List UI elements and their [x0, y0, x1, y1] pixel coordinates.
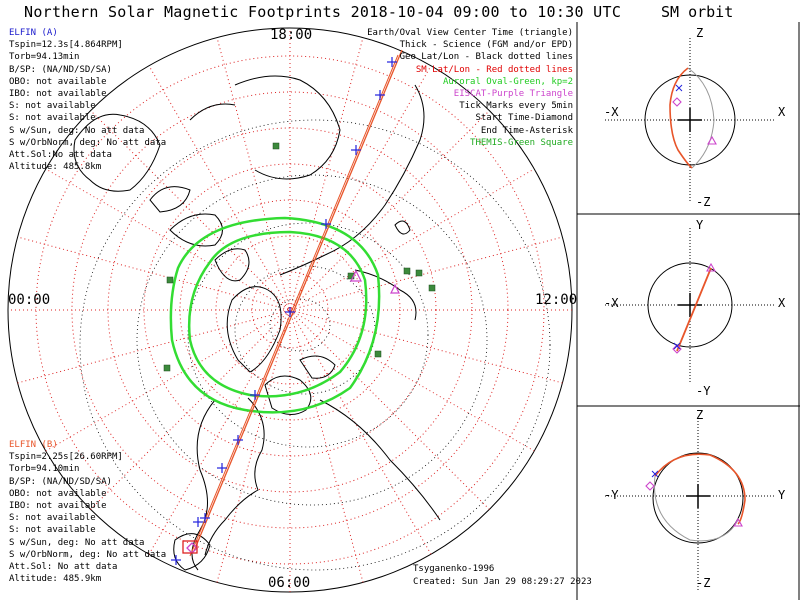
elfin-a-info: ELFIN (A) Tspin=12.3s[4.864RPM] Torb=94.1…: [9, 27, 166, 173]
orbit-tick: [321, 219, 331, 229]
elfin-a-name: ELFIN (A): [9, 28, 58, 38]
elfin-b-info-line: Torb=94.10min: [9, 464, 80, 475]
elfin-b-name: ELFIN (B): [9, 440, 58, 450]
elfin-a-info-line: S w/OrbNorm, deg: No att data: [9, 137, 167, 148]
orbit-tick-marks: [171, 57, 397, 565]
orbit-tick: [375, 90, 385, 100]
map-legend: Earth/Oval View Center Time (triangle) Th…: [367, 27, 573, 149]
elfin-b-info-line: S w/Sun, deg: No att data: [9, 537, 145, 548]
elfin-b-info-line: Att.Sol: No att data: [9, 562, 118, 573]
sm-orbit-panel-3: [605, 418, 775, 590]
elfin-b-info-line: Altitude: 485.9km: [9, 574, 102, 585]
sm-orbit-title: SM orbit: [661, 3, 734, 21]
elfin-orbit-tracks: [189, 49, 403, 557]
elfin-a-info-line: B/SP: (NA/ND/SD/SA): [9, 64, 112, 75]
elfin-a-info-line: Att.Sol:No att data: [9, 150, 112, 161]
elfin-b-info-line: S w/OrbNorm, deg: No att data: [9, 549, 167, 560]
elfin-b-info-line: OBO: not available: [9, 488, 107, 499]
elfin-b-info-line: B/SP: (NA/ND/SD/SA): [9, 476, 112, 487]
elfin-a-info-line: OBO: not available: [9, 76, 107, 87]
elfin-b-info: ELFIN (B) Tspin=2.25s[26.60RPM] Torb=94.1…: [9, 439, 166, 585]
elfin-a-info-line: S w/Sun, deg: No att data: [9, 125, 145, 136]
legend-item: Tick Marks every 5min: [459, 101, 573, 112]
elfin-a-info-line: IBO: not available: [9, 89, 107, 100]
elfin-a-info-line: S: not available: [9, 101, 96, 112]
legend-item: SM Lat/Lon - Red dotted lines: [415, 64, 573, 75]
sm2-right: X: [778, 296, 786, 310]
sm3-up: Z: [696, 408, 704, 422]
legend-item: End Time-Asterisk: [480, 125, 573, 136]
elfin-a-info-line: S: not available: [9, 113, 96, 124]
sm2-up: Y: [696, 218, 704, 232]
sm3-right: Y: [778, 488, 786, 502]
lt-label-top: 18:00: [270, 27, 313, 43]
legend-item: THEMIS-Green Square: [470, 137, 573, 148]
start-marker-box: [182, 540, 198, 554]
eiscat-triangle: [390, 283, 400, 294]
sm2-left: -X: [604, 296, 619, 310]
legend-item: Auroral Oval-Green, kp=2: [442, 76, 573, 87]
sm-orbit-panel-1: [605, 38, 775, 202]
orbit-tick: [217, 463, 227, 473]
orbit-tick: [193, 517, 203, 527]
elfin-a-lines: Tspin=12.3s[4.864RPM] Torb=94.13min B/SP: …: [9, 39, 166, 173]
elfin-b-info-line: S: not available: [9, 513, 96, 524]
elfin-b-lines: Tspin=2.25s[26.60RPM] Torb=94.10min B/SP: …: [9, 451, 166, 585]
elfin-b-info-line: S: not available: [9, 525, 96, 536]
orbit-tick: [200, 513, 210, 523]
sm3-left: -Y: [604, 488, 619, 502]
legend-item: EISCAT-Purple Triangle: [453, 89, 573, 100]
orbit-tick: [351, 145, 361, 155]
sm2-down: -Y: [696, 384, 711, 398]
elfin-a-info-line: Torb=94.13min: [9, 52, 80, 63]
elfin-a-info-line: Altitude: 485.8km: [9, 162, 102, 173]
sm1-right: X: [778, 105, 786, 119]
orbit-tick: [250, 390, 260, 400]
legend-item: Geo Lat/Lon - Black dotted lines: [399, 52, 573, 63]
legend-item: Earth/Oval View Center Time (triangle): [367, 28, 573, 38]
lt-label-bottom: 06:00: [268, 575, 311, 591]
sm1-up: Z: [696, 26, 704, 40]
orbit-tick: [387, 57, 397, 67]
sm1-down: -Z: [696, 195, 711, 209]
legend-item: Thick - Science (FGM and/or EPD): [399, 40, 573, 51]
legend-item: Start Time-Diamond: [475, 113, 573, 124]
sm1-left: -X: [604, 105, 619, 119]
elfin-b-track: [189, 54, 399, 557]
elfin-b-info-line: Tspin=2.25s[26.60RPM]: [9, 452, 123, 463]
lt-label-left: 00:00: [8, 292, 51, 308]
themis-stations: [163, 142, 436, 372]
page-title: Northern Solar Magnetic Footprints 2018-…: [24, 3, 622, 21]
sm-orbit-panel-2: [605, 228, 775, 383]
model-credit: Tsyganenko-1996: [413, 564, 495, 574]
lt-label-right: 12:00: [535, 292, 578, 308]
orbit-tick: [171, 555, 181, 565]
auroral-oval: [169, 216, 381, 414]
sm3-down: -Z: [696, 576, 711, 590]
elfin-a-info-line: Tspin=12.3s[4.864RPM]: [9, 40, 123, 51]
orbit-tick: [233, 435, 243, 445]
orbit-tick: [285, 307, 295, 317]
elfin-a-track: [193, 49, 403, 552]
view-center-triangle: [350, 269, 362, 282]
created-timestamp: Created: Sun Jan 29 08:29:27 2023: [413, 577, 592, 587]
coastlines: [73, 75, 441, 571]
elfin-b-info-line: IBO: not available: [9, 501, 107, 512]
